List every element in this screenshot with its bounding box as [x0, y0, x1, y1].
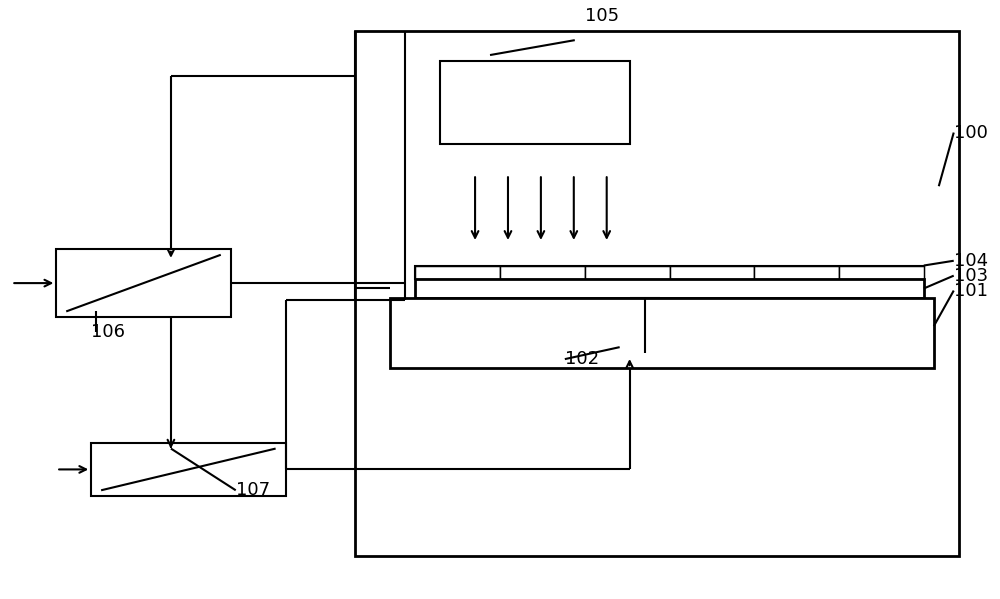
Bar: [56, 249, 231, 317]
Bar: [415, 265, 500, 279]
Bar: [500, 265, 585, 279]
Bar: [440, 61, 630, 144]
Bar: [670, 265, 754, 279]
Bar: [390, 298, 934, 368]
Text: 107: 107: [236, 481, 270, 500]
Bar: [839, 265, 924, 279]
Text: 100: 100: [954, 123, 988, 141]
Text: 104: 104: [954, 252, 988, 270]
Bar: [91, 443, 286, 496]
Bar: [415, 279, 924, 298]
Text: 103: 103: [954, 267, 988, 285]
Text: 102: 102: [565, 350, 599, 368]
Text: 105: 105: [585, 7, 619, 25]
Text: 106: 106: [91, 323, 125, 341]
Bar: [415, 265, 924, 279]
Bar: [355, 31, 959, 556]
Bar: [754, 265, 839, 279]
Bar: [585, 265, 670, 279]
Text: 101: 101: [954, 282, 988, 300]
